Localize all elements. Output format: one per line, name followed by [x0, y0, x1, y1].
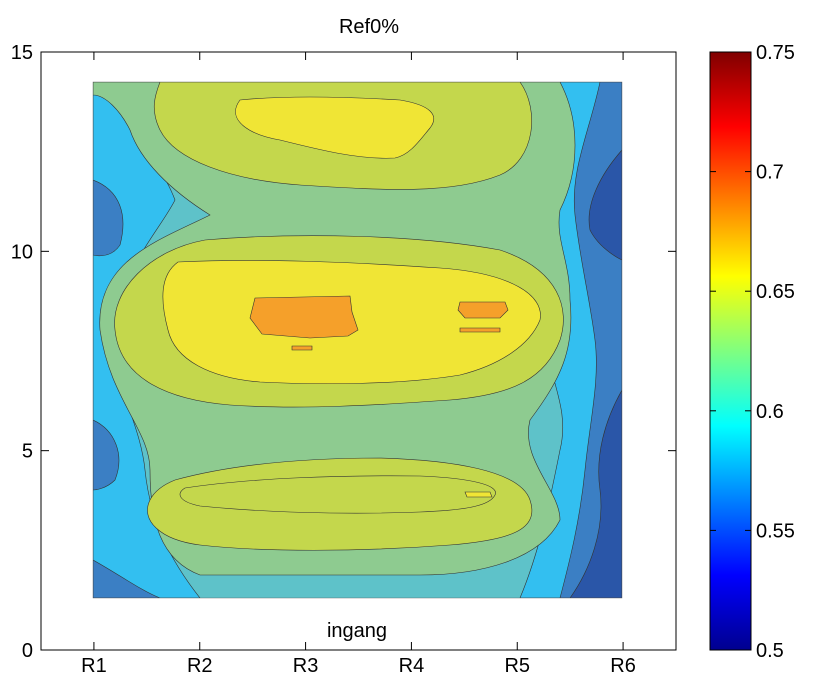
colorbar — [709, 51, 752, 651]
contour-left-blue — [93, 179, 124, 257]
x-tick-label: R2 — [187, 655, 213, 677]
y-tick-label: 0 — [22, 640, 33, 662]
contour-right-darkblue-low — [569, 389, 622, 598]
contour-orange-right — [457, 301, 509, 319]
contour-lower-small-yellow — [464, 491, 493, 498]
contour-upper-yellow — [235, 96, 435, 159]
colorbar-tick-label: 0.5 — [756, 640, 784, 662]
x-tick-label: R1 — [81, 655, 107, 677]
y-tick-label: 15 — [11, 42, 33, 64]
colorbar-tick-label: 0.65 — [756, 281, 795, 303]
contour-right-darkblue — [588, 149, 622, 261]
colorbar-tick-label: 0.55 — [756, 520, 795, 542]
contour-lower-yellow — [179, 475, 496, 514]
chart-title: Ref0% — [339, 16, 399, 38]
contour-orange-right-small — [459, 327, 501, 333]
x-tick-label: R4 — [399, 655, 425, 677]
colorbar-tick-label: 0.75 — [756, 42, 795, 64]
colorbar-tick-label: 0.7 — [756, 162, 784, 184]
x-tick-label: R3 — [293, 655, 319, 677]
contour-orange-small — [291, 345, 313, 351]
y-tick-label: 10 — [11, 241, 33, 263]
x-axis: R1 R2 R3 R4 R5 R6 — [81, 52, 636, 677]
contour-orange-center — [249, 295, 359, 339]
annotation-label: ingang — [327, 620, 387, 642]
x-tick-label: R6 — [610, 655, 636, 677]
contour-left-blue-low — [93, 419, 120, 491]
colorbar-axis: 0.5 0.55 0.6 0.65 0.7 0.75 — [710, 42, 795, 662]
x-tick-label: R5 — [504, 655, 530, 677]
colorbar-tick-label: 0.6 — [756, 401, 784, 423]
y-tick-label: 5 — [22, 441, 33, 463]
data-extent — [92, 81, 623, 599]
contour-field — [93, 82, 622, 598]
y-axis: 0 5 10 15 — [11, 42, 676, 662]
